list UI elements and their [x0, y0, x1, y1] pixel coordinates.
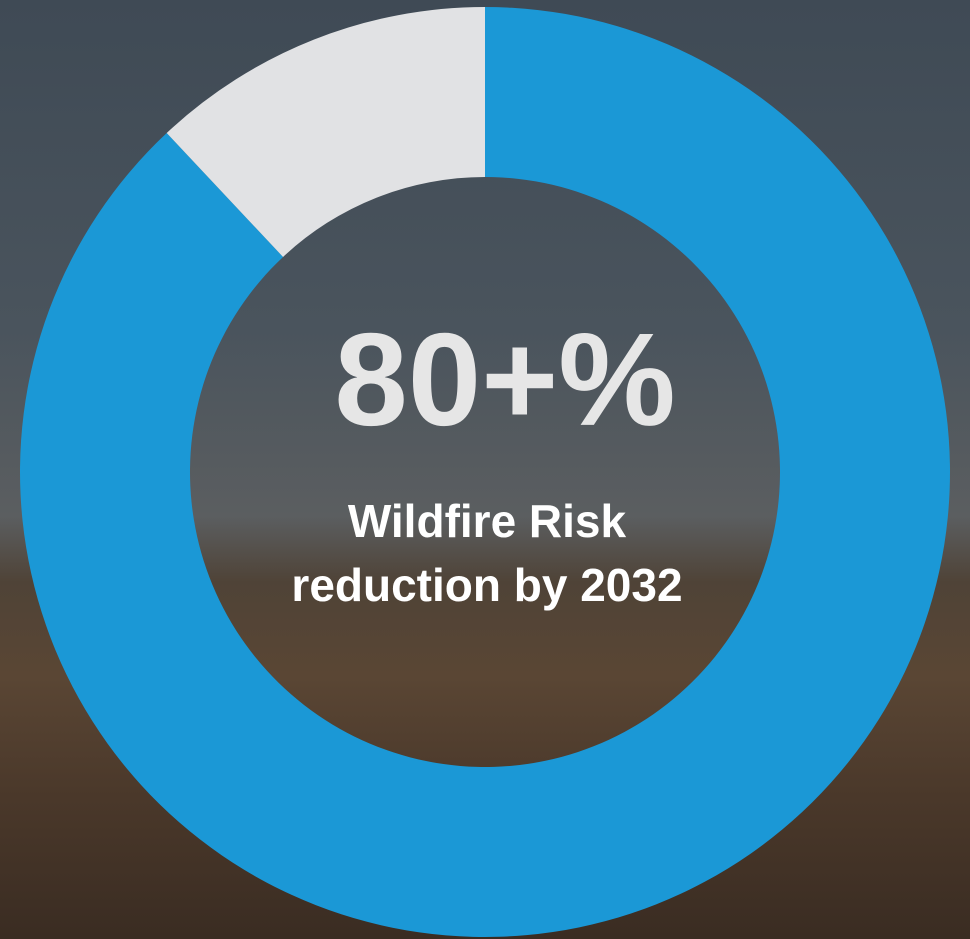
- center-label: 80+%: [334, 306, 675, 453]
- subtitle-line: Wildfire Risk: [348, 495, 627, 547]
- donut-segment: [166, 7, 485, 257]
- donut: [19, 7, 950, 937]
- donut-segment: [19, 7, 950, 937]
- subtitle-line: reduction by 2032: [291, 559, 682, 611]
